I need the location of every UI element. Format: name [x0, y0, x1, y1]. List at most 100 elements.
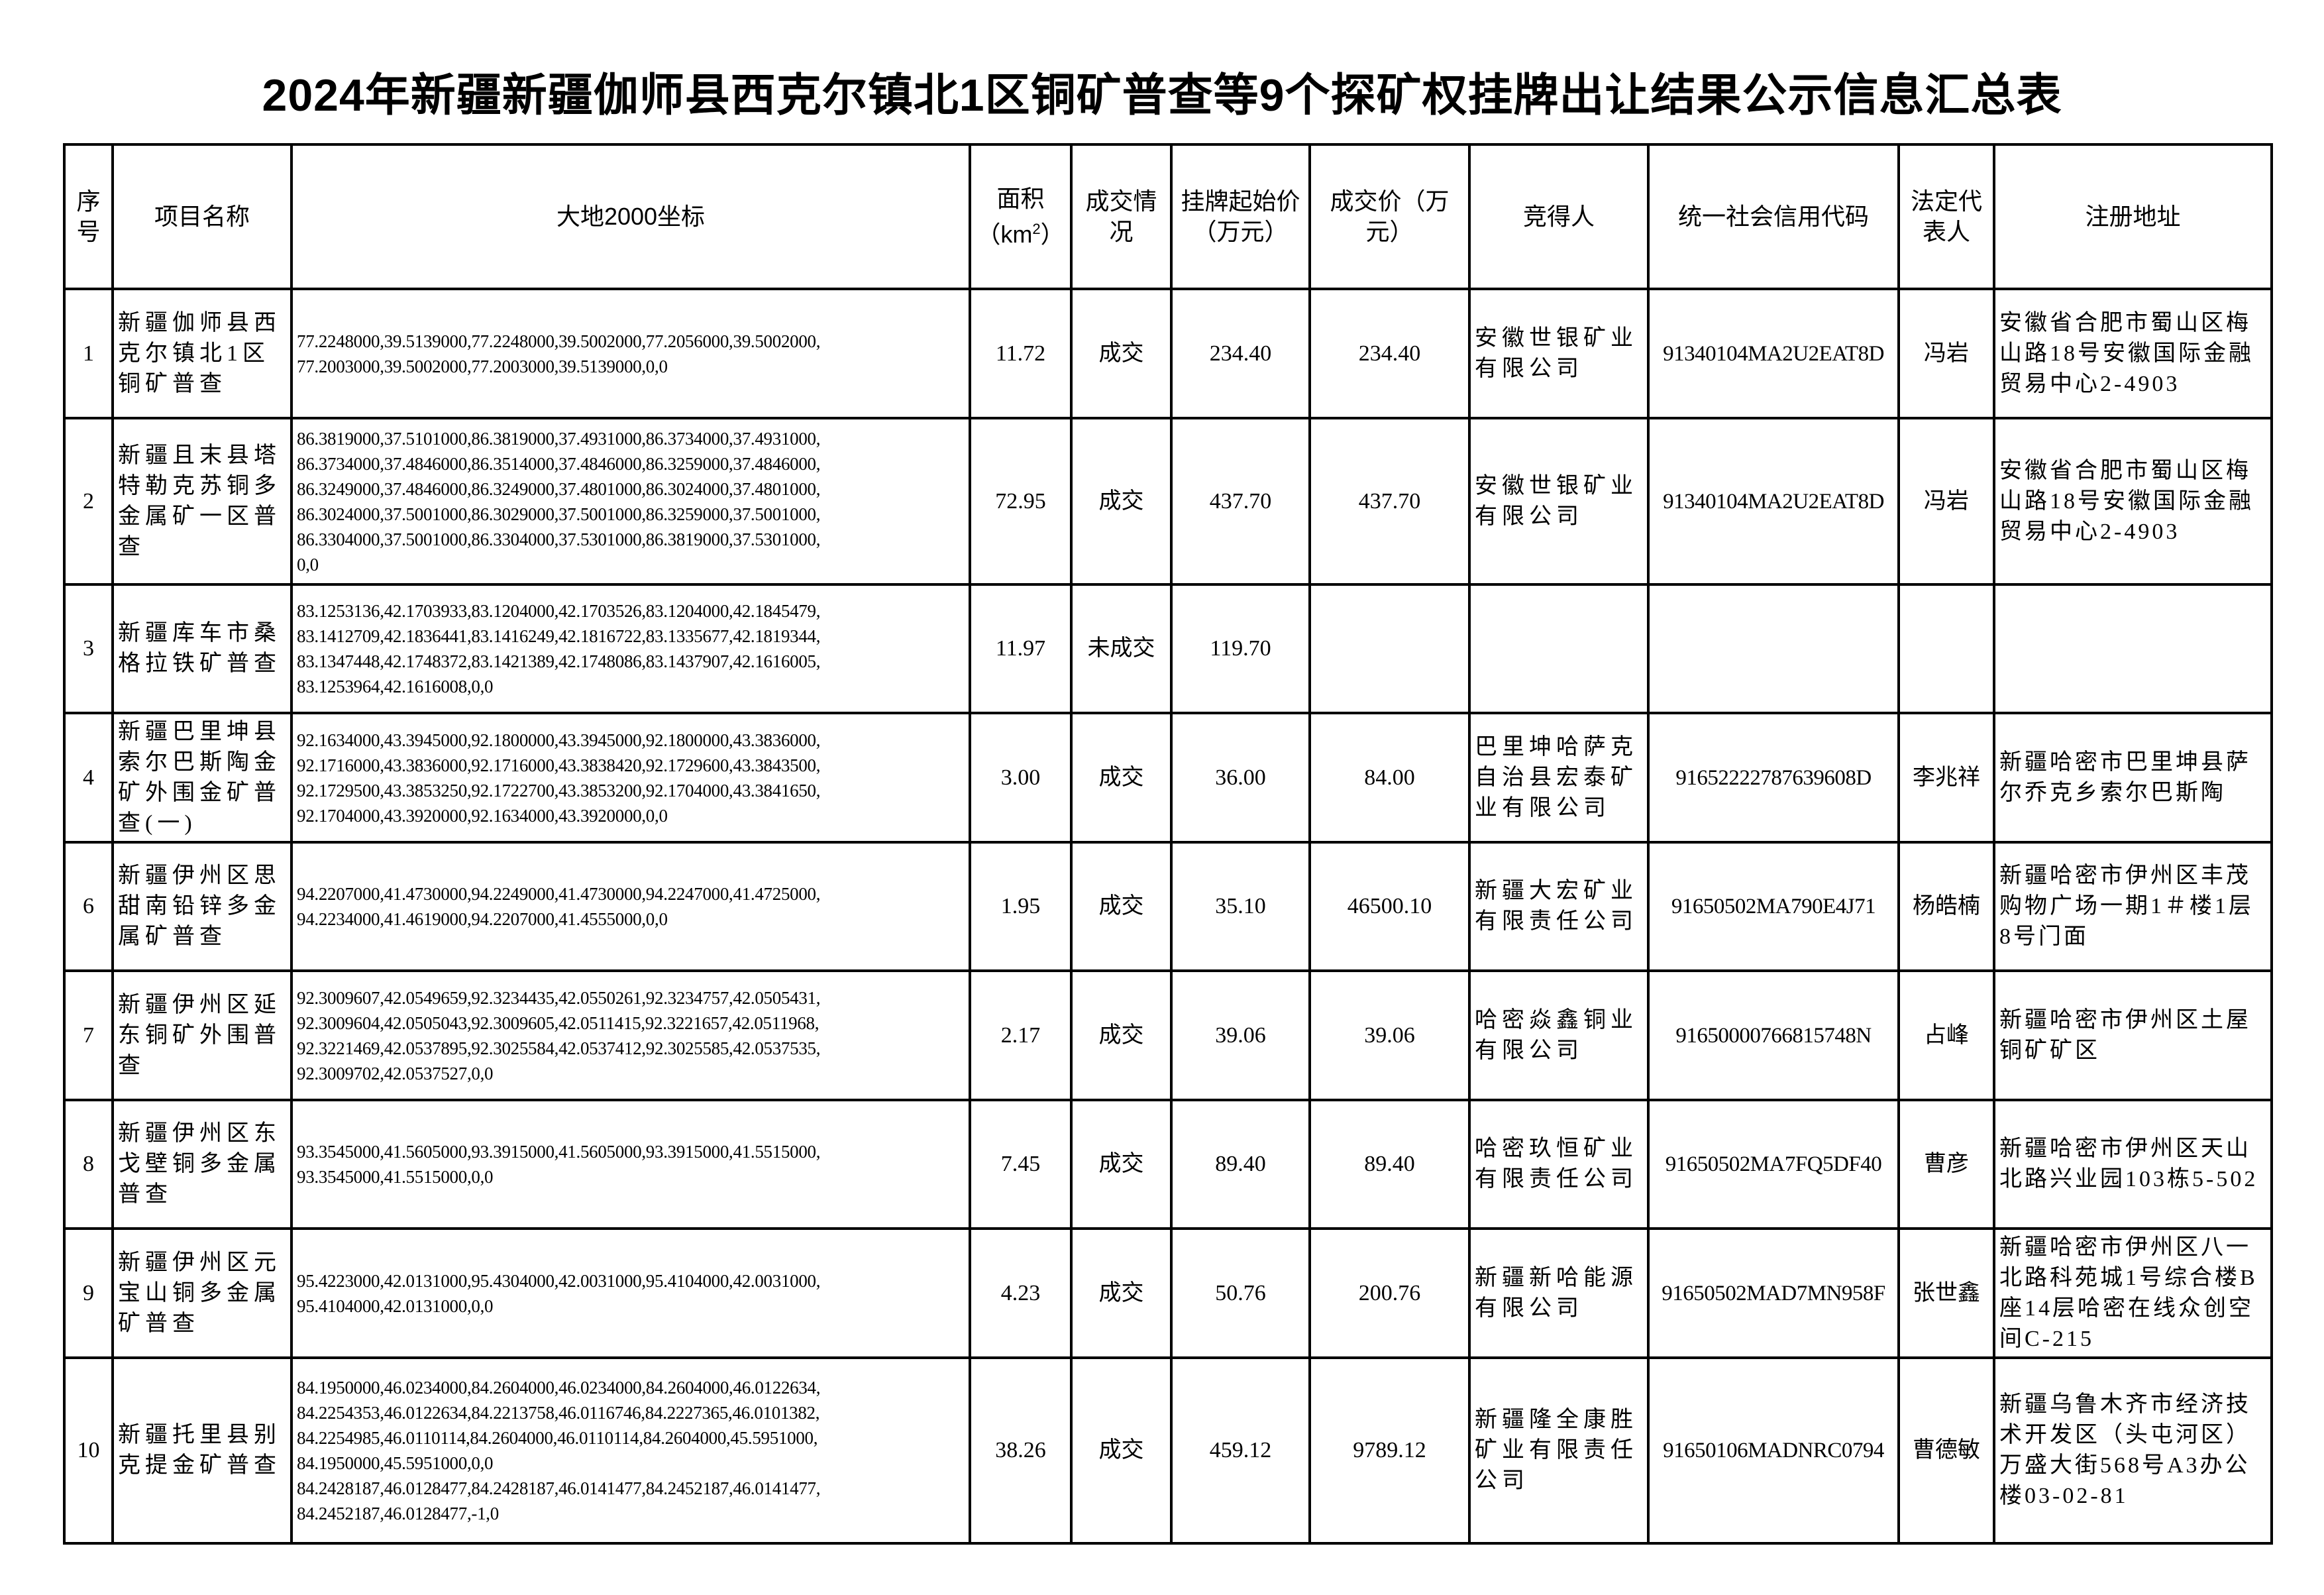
row-deal-price: 9789.12 [1308, 1356, 1471, 1545]
row-address: 新疆哈密市巴里坤县萨尔乔克乡索尔巴斯陶 [1993, 712, 2273, 844]
row-status: 成交 [1070, 417, 1173, 586]
row-credit-code: 91650502MA790E4J71 [1647, 841, 1900, 972]
header-deal-price: 成交价（万元） [1308, 143, 1471, 290]
row-project-name: 新疆库车市桑格拉铁矿普查 [111, 583, 293, 714]
row-project-name: 新疆托里县别克提金矿普查 [111, 1356, 293, 1545]
header-area-end: ） [1040, 221, 1065, 248]
row-legal-rep: 冯岩 [1897, 417, 1995, 586]
header-start-price: 挂牌起始价（万元） [1170, 143, 1311, 290]
row-start-price: 89.40 [1170, 1099, 1311, 1230]
row-winner: 新疆隆全康胜矿业有限责任公司 [1468, 1356, 1650, 1545]
row-seq: 10 [63, 1356, 114, 1545]
row-deal-price: 89.40 [1308, 1099, 1471, 1230]
row-area: 4.23 [969, 1227, 1073, 1359]
row-start-price: 35.10 [1170, 841, 1311, 972]
row-winner: 安徽世银矿业有限公司 [1468, 288, 1650, 419]
row-coordinates: 83.1253136,42.1703933,83.1204000,42.1703… [290, 583, 971, 714]
row-legal-rep: 张世鑫 [1897, 1227, 1995, 1359]
row-winner [1468, 583, 1650, 714]
row-seq: 9 [63, 1227, 114, 1359]
row-address: 新疆哈密市伊州区土屋铜矿矿区 [1993, 969, 2273, 1101]
row-coordinates: 93.3545000,41.5605000,93.3915000,41.5605… [290, 1099, 971, 1230]
row-area: 72.95 [969, 417, 1073, 586]
row-seq: 3 [63, 583, 114, 714]
row-coordinates: 95.4223000,42.0131000,95.4304000,42.0031… [290, 1227, 971, 1359]
table-row: 3 新疆库车市桑格拉铁矿普查 83.1253136,42.1703933,83.12… [63, 583, 2273, 714]
row-legal-rep: 杨皓楠 [1897, 841, 1995, 972]
header-status: 成交情况 [1070, 143, 1173, 290]
row-address: 安徽省合肥市蜀山区梅山路18号安徽国际金融贸易中心2-4903 [1993, 288, 2273, 419]
row-address [1993, 583, 2273, 714]
row-project-name: 新疆且末县塔特勒克苏铜多金属矿一区普查 [111, 417, 293, 586]
table-row: 2 新疆且末县塔特勒克苏铜多金属矿一区普查 86.3819000,37.510100… [63, 417, 2273, 586]
table-row: 1 新疆伽师县西克尔镇北1区铜矿普查 77.2248000,39.5139000,7… [63, 288, 2273, 419]
row-legal-rep: 占峰 [1897, 969, 1995, 1101]
table-row: 9 新疆伊州区元宝山铜多金属矿普查 95.4223000,42.0131000,95… [63, 1227, 2273, 1359]
row-seq: 8 [63, 1099, 114, 1230]
row-credit-code: 91340104MA2U2EAT8D [1647, 288, 1900, 419]
row-coordinates: 92.1634000,43.3945000,92.1800000,43.3945… [290, 712, 971, 844]
row-winner: 新疆新哈能源有限公司 [1468, 1227, 1650, 1359]
row-deal-price: 46500.10 [1308, 841, 1471, 972]
table-row: 6 新疆伊州区思甜南铅锌多金属矿普查 94.2207000,41.4730000,9… [63, 841, 2273, 972]
row-status: 成交 [1070, 288, 1173, 419]
row-legal-rep: 曹德敏 [1897, 1356, 1995, 1545]
row-status: 成交 [1070, 1356, 1173, 1545]
row-winner: 巴里坤哈萨克自治县宏泰矿业有限公司 [1468, 712, 1650, 844]
row-status: 未成交 [1070, 583, 1173, 714]
row-deal-price [1308, 583, 1471, 714]
header-winner: 竞得人 [1468, 143, 1650, 290]
row-seq: 6 [63, 841, 114, 972]
header-credit-code: 统一社会信用代码 [1647, 143, 1900, 290]
row-address: 新疆哈密市伊州区八一北路科苑城1号综合楼B座14层哈密在线众创空间C-215 [1993, 1227, 2273, 1359]
row-coordinates: 77.2248000,39.5139000,77.2248000,39.5002… [290, 288, 971, 419]
header-address: 注册地址 [1993, 143, 2273, 290]
row-credit-code: 91650502MAD7MN958F [1647, 1227, 1900, 1359]
row-seq: 1 [63, 288, 114, 419]
row-status: 成交 [1070, 1099, 1173, 1230]
row-start-price: 39.06 [1170, 969, 1311, 1101]
row-address: 新疆乌鲁木齐市经济技术开发区（头屯河区）万盛大街568号A3办公楼03-02-8… [1993, 1356, 2273, 1545]
header-area-sup: 2 [1032, 221, 1041, 237]
row-start-price: 437.70 [1170, 417, 1311, 586]
row-start-price: 50.76 [1170, 1227, 1311, 1359]
header-area-label: 面积（km [977, 185, 1045, 248]
row-status: 成交 [1070, 969, 1173, 1101]
header-name: 项目名称 [111, 143, 293, 290]
row-coordinates: 94.2207000,41.4730000,94.2249000,41.4730… [290, 841, 971, 972]
row-address: 新疆哈密市伊州区天山北路兴业园103栋5-502 [1993, 1099, 2273, 1230]
row-status: 成交 [1070, 1227, 1173, 1359]
row-deal-price: 39.06 [1308, 969, 1471, 1101]
row-deal-price: 200.76 [1308, 1227, 1471, 1359]
row-address: 安徽省合肥市蜀山区梅山路18号安徽国际金融贸易中心2-4903 [1993, 417, 2273, 586]
row-credit-code: 91652222787639608D [1647, 712, 1900, 844]
row-winner: 安徽世银矿业有限公司 [1468, 417, 1650, 586]
header-coords: 大地2000坐标 [290, 143, 971, 290]
row-credit-code: 9165000076681574​8N [1647, 969, 1900, 1101]
row-seq: 4 [63, 712, 114, 844]
table-row: 8 新疆伊州区东戈壁铜多金属普查 93.3545000,41.5605000,93.… [63, 1099, 2273, 1230]
row-deal-price: 84.00 [1308, 712, 1471, 844]
header-row: 序号 项目名称 大地2000坐标 面积（km2） 成交情况 挂牌起始价（万元） … [63, 143, 2273, 290]
row-credit-code: 91340104MA2U2EAT8D [1647, 417, 1900, 586]
row-coordinates: 92.3009607,42.0549659,92.3234435,42.0550… [290, 969, 971, 1101]
row-legal-rep [1897, 583, 1995, 714]
row-status: 成交 [1070, 841, 1173, 972]
row-area: 2.17 [969, 969, 1073, 1101]
row-coordinates: 84.1950000,46.0234000,84.2604000,46.0234… [290, 1356, 971, 1545]
row-legal-rep: 李兆祥 [1897, 712, 1995, 844]
row-status: 成交 [1070, 712, 1173, 844]
row-project-name: 新疆伊州区东戈壁铜多金属普查 [111, 1099, 293, 1230]
table-row: 7 新疆伊州区延东铜矿外围普查 92.3009607,42.0549659,92.3… [63, 969, 2273, 1101]
row-winner: 哈密玖恒矿业有限责任公司 [1468, 1099, 1650, 1230]
header-seq: 序号 [63, 143, 114, 290]
header-area: 面积（km2） [969, 143, 1073, 290]
row-start-price: 459.12 [1170, 1356, 1311, 1545]
row-winner: 哈密焱鑫铜业有限公司 [1468, 969, 1650, 1101]
table-row: 10 新疆托里县别克提金矿普查 84.1950000,46.0234000,84.2… [63, 1356, 2273, 1545]
row-start-price: 36.00 [1170, 712, 1311, 844]
row-project-name: 新疆伊州区元宝山铜多金属矿普查 [111, 1227, 293, 1359]
row-area: 11.97 [969, 583, 1073, 714]
row-project-name: 新疆伊州区思甜南铅锌多金属矿普查 [111, 841, 293, 972]
row-credit-code [1647, 583, 1900, 714]
